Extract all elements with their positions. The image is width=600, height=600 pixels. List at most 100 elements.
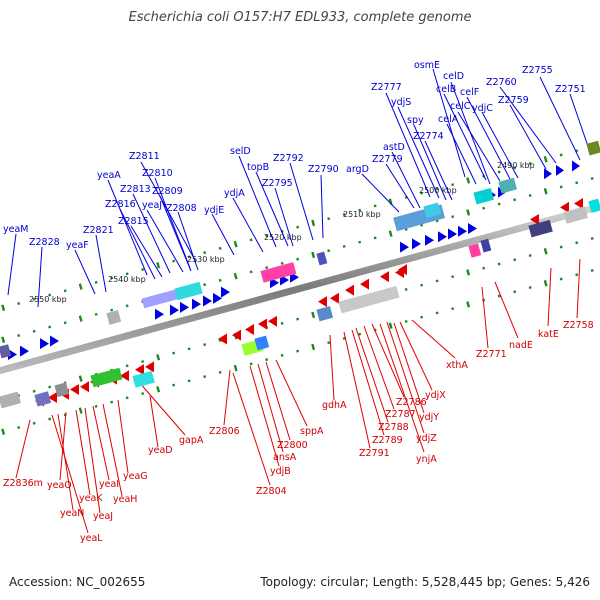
tick-mark xyxy=(187,347,191,351)
gene-block xyxy=(528,219,553,238)
forward-gene-arrow xyxy=(170,304,179,316)
tick-mark xyxy=(575,241,579,245)
tick-mark xyxy=(203,375,207,379)
tick-mark xyxy=(48,325,52,329)
tick-mark xyxy=(327,341,331,345)
gene-label: ynjA xyxy=(416,454,437,465)
tick-mark xyxy=(156,354,161,361)
tick-mark xyxy=(63,289,67,293)
gene-label: Z2774 xyxy=(413,131,444,142)
tick-mark xyxy=(233,272,238,280)
tick-mark xyxy=(1,336,6,343)
tick-mark xyxy=(78,375,83,382)
tick-mark xyxy=(451,275,455,279)
tick-mark xyxy=(388,322,393,329)
tick-mark xyxy=(78,315,83,322)
tick-mark xyxy=(32,329,36,333)
tick-mark xyxy=(48,385,52,389)
tick-mark xyxy=(125,396,129,400)
forward-gene-features xyxy=(0,140,600,360)
gene-block xyxy=(423,202,442,219)
scale-label: 2550 kbp xyxy=(29,295,67,304)
tick-mark xyxy=(141,392,145,396)
reverse-gene-arrow xyxy=(80,381,89,393)
tick-mark xyxy=(327,217,331,221)
tick-mark xyxy=(543,248,548,255)
gene-label: Z2811 xyxy=(129,151,160,162)
gene-label: yeaL xyxy=(80,533,103,544)
tick-mark xyxy=(559,153,563,157)
reverse-gene-features xyxy=(0,197,600,409)
tick-mark xyxy=(141,268,145,272)
reverse-gene-labels: Z2758 katE nadE Z2771 xthA ydjX ydjY ydj… xyxy=(3,320,594,544)
scale-label: 2540 kbp xyxy=(108,275,146,284)
tick-mark xyxy=(543,156,548,163)
gene-label: yeaA xyxy=(97,170,121,181)
tick-mark xyxy=(451,183,455,187)
forward-gene-labels: osmE celD celB celF Z2760 Z2755 celC ydj… xyxy=(3,60,586,251)
tick-mark xyxy=(420,315,424,319)
gene-block xyxy=(473,188,494,205)
tick-mark xyxy=(218,278,222,282)
gene-label: Z2758 xyxy=(563,320,594,331)
tick-mark xyxy=(543,280,548,287)
tick-mark xyxy=(94,280,98,284)
gene-label: astD xyxy=(383,142,405,153)
tick-mark xyxy=(17,302,21,305)
forward-gene-arrow xyxy=(412,238,421,250)
gene-label: yeaI xyxy=(99,479,119,490)
tick-mark xyxy=(311,311,316,319)
tick-mark xyxy=(559,185,563,189)
gene-label: celD xyxy=(443,71,464,82)
tick-mark xyxy=(265,234,269,238)
tick-mark xyxy=(327,249,331,253)
reverse-gene-arrow xyxy=(345,284,354,296)
tick-mark xyxy=(528,194,532,197)
gene-block xyxy=(563,206,588,224)
gene-label: celB xyxy=(436,84,456,95)
tick-mark xyxy=(187,255,191,259)
tick-mark xyxy=(32,421,36,425)
gene-label: Z2792 xyxy=(273,153,304,164)
tick-mark xyxy=(497,202,501,206)
gene-label: Z2791 xyxy=(359,448,390,459)
gene-label: Z2808 xyxy=(166,203,197,214)
gene-label: yeaO xyxy=(47,480,72,491)
gene-label: Z2800 xyxy=(277,440,308,451)
tick-mark xyxy=(141,360,145,364)
gene-label: Z2795 xyxy=(262,178,293,189)
tick-mark xyxy=(32,389,36,393)
gene-block xyxy=(0,391,21,409)
gene-block xyxy=(338,285,400,314)
forward-gene-arrow xyxy=(221,286,230,298)
tick-mark xyxy=(311,219,316,227)
gene-label: Z2806 xyxy=(209,426,240,437)
tick-mark xyxy=(63,321,67,325)
gene-block xyxy=(260,262,297,283)
forward-gene-arrow xyxy=(544,168,552,180)
gene-block xyxy=(34,391,52,407)
gene-label: celF xyxy=(460,87,479,98)
gene-label: yeaJ xyxy=(142,200,162,211)
gene-block xyxy=(141,288,183,309)
tick-mark xyxy=(482,266,486,270)
forward-inner-tick-row xyxy=(1,177,594,343)
tick-mark xyxy=(575,273,579,277)
tick-mark xyxy=(466,301,471,308)
tick-mark xyxy=(342,244,346,248)
gene-block xyxy=(254,335,270,351)
forward-gene-arrow xyxy=(448,228,457,240)
tick-mark xyxy=(32,297,36,301)
reverse-gene-arrow xyxy=(380,271,389,283)
tick-mark xyxy=(559,245,563,249)
tick-mark xyxy=(373,204,377,208)
scale-label: 2520 kbp xyxy=(264,233,302,242)
gene-label: ydjY xyxy=(419,412,439,423)
tick-mark xyxy=(265,266,269,270)
reverse-gene-arrow xyxy=(145,361,154,373)
genome-backbone xyxy=(0,202,600,375)
tick-mark xyxy=(575,181,579,185)
tick-mark xyxy=(249,238,253,242)
forward-gene-arrow xyxy=(438,231,447,243)
